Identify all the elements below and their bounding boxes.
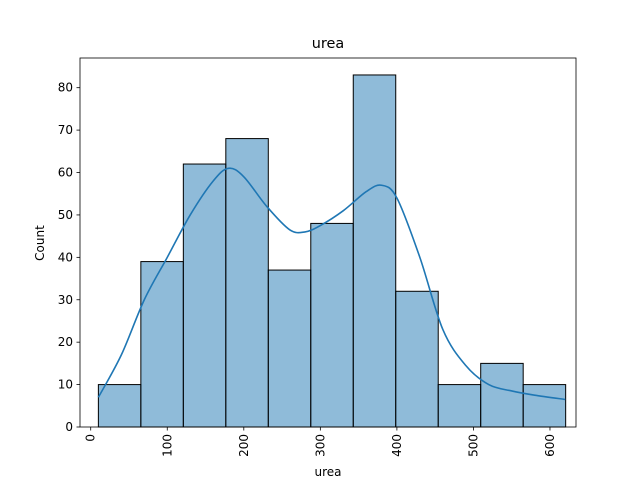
histogram-bar — [522, 384, 567, 428]
y-tick-label: 40 — [58, 250, 73, 264]
bars-group — [97, 74, 567, 428]
histogram-bar — [437, 384, 482, 428]
x-tick-label: 300 — [313, 434, 327, 457]
histogram-bar — [395, 290, 439, 428]
histogram-bar — [140, 261, 184, 428]
x-tick-label: 0 — [84, 434, 98, 442]
histogram-bar — [480, 362, 524, 428]
y-tick-label: 70 — [58, 123, 73, 137]
y-tick-label: 60 — [58, 166, 73, 180]
x-tick-label: 100 — [160, 434, 174, 457]
x-axis-ticks: 0 100 200 300 400 500 600 — [84, 427, 557, 457]
x-tick-label: 400 — [390, 434, 404, 457]
kde-curve — [97, 167, 566, 401]
histogram-bar — [225, 138, 269, 428]
y-tick-label: 50 — [58, 208, 73, 222]
histogram-bar — [182, 163, 227, 428]
chart-title: urea — [312, 36, 344, 52]
histogram-bar — [97, 384, 142, 428]
x-tick-label: 500 — [466, 434, 480, 457]
y-tick-label: 30 — [58, 293, 73, 307]
plot-frame — [79, 57, 577, 428]
y-tick-label: 10 — [58, 378, 73, 392]
histogram-bar — [310, 222, 354, 428]
y-tick-label: 80 — [58, 81, 73, 95]
y-axis-ticks: 0 10 20 30 40 50 60 70 80 — [58, 81, 80, 434]
y-tick-label: 20 — [58, 335, 73, 349]
y-axis-label: Count — [33, 225, 47, 261]
x-axis-label: urea — [314, 465, 341, 479]
x-tick-label: 600 — [543, 434, 557, 457]
y-tick-label: 0 — [65, 420, 73, 434]
histogram-bar — [352, 74, 397, 428]
x-tick-label: 200 — [237, 434, 251, 457]
histogram-bar — [267, 269, 312, 428]
